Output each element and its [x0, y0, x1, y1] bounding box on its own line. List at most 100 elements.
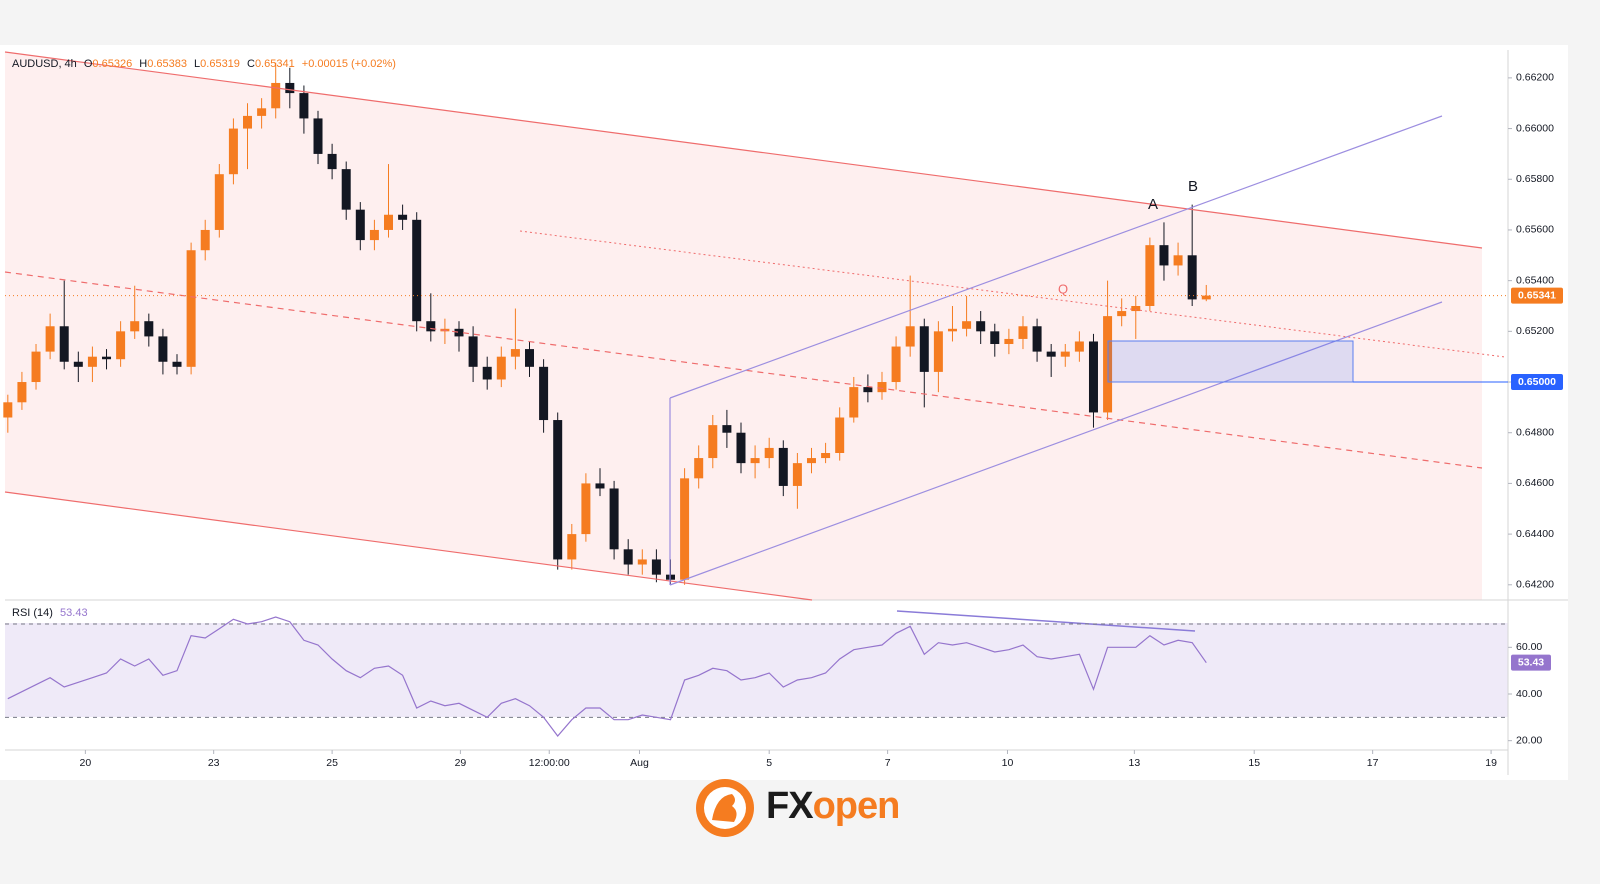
rising-channel-lower [669, 301, 1443, 586]
candles [3, 62, 1211, 585]
x-tick-label: 15 [1248, 757, 1260, 769]
y-tick-label: 0.66000 [1516, 122, 1554, 134]
candle-body [933, 331, 943, 372]
candle-body [990, 331, 1000, 345]
candle-body [158, 336, 168, 362]
y-tick-label: 0.65200 [1516, 325, 1554, 337]
candle-body [116, 331, 126, 360]
candle-body [623, 549, 633, 565]
rsi-value-tag-label: 53.43 [1518, 656, 1544, 668]
ohlc-value: 0.65319 [200, 58, 240, 70]
candle-body [792, 463, 802, 486]
candle-body [919, 326, 929, 372]
last-price-tag [1511, 287, 1563, 304]
symbol: AUDUSD, 4h [12, 58, 77, 70]
candle-body [398, 214, 408, 220]
candle-body [369, 229, 379, 241]
ohlc-value: 0.65326 [92, 58, 132, 70]
ohlc-label: C [247, 58, 255, 70]
y-tick-label: 0.65600 [1516, 224, 1554, 236]
candle-body [764, 447, 774, 459]
candle-body [144, 321, 154, 337]
candle-body [1074, 341, 1084, 352]
candle-body [1117, 311, 1127, 317]
ohlc-value: 0.65341 [255, 58, 295, 70]
x-tick-label: Aug [630, 757, 649, 769]
candle-body [722, 425, 732, 433]
candle-body [384, 214, 394, 230]
candle-body [243, 115, 253, 129]
level-label: 0.65000 [1518, 376, 1556, 388]
candle-body [3, 402, 13, 418]
candle-body [45, 326, 55, 352]
rsi-y-tick-label: 40.00 [1516, 688, 1542, 700]
drawings: A B Q [4, 51, 1506, 632]
candle-body [341, 169, 351, 210]
candle-body [412, 219, 422, 322]
candle-body [863, 387, 873, 393]
y-tick-label: 0.64600 [1516, 477, 1554, 489]
candle-body [214, 174, 224, 230]
candle-body [567, 534, 577, 560]
candle-body [1201, 295, 1211, 300]
candle-body [313, 118, 323, 154]
rsi-value-tag [1511, 654, 1551, 671]
candle-body [806, 458, 816, 464]
candle-body [510, 349, 520, 357]
rsi-y-tick-label: 20.00 [1516, 734, 1542, 746]
candle-body [821, 452, 831, 459]
x-tick-label: 12:00:00 [529, 757, 570, 769]
candle-body [609, 488, 619, 550]
candle-body [299, 93, 309, 119]
candle-body [1046, 351, 1056, 357]
x-tick-label: 20 [80, 757, 92, 769]
candle-body [680, 478, 690, 580]
y-tick-label: 0.65400 [1516, 274, 1554, 286]
y-tick-label: 0.64400 [1516, 528, 1554, 540]
candle-body [172, 361, 182, 367]
candle-body [454, 328, 464, 337]
candle-body [130, 321, 140, 332]
candle-body [835, 417, 845, 453]
logo-open: open [813, 785, 900, 827]
candle-body [1060, 351, 1070, 357]
candle-body [581, 483, 591, 535]
candle-body [1173, 255, 1183, 266]
candle-body [200, 229, 210, 251]
ohlc-value: 0.65383 [147, 58, 187, 70]
candle-body [891, 346, 901, 383]
candle-body [539, 366, 549, 421]
y-tick-label: 0.65800 [1516, 173, 1554, 185]
candle-body [736, 432, 746, 464]
candle-body [750, 458, 760, 464]
rsi-band-fill [5, 623, 1508, 717]
x-tick-label: 17 [1367, 757, 1379, 769]
candle-body [553, 420, 563, 560]
rsi-value: 53.43 [60, 607, 88, 619]
candle-body [59, 326, 69, 362]
candle-body [1018, 326, 1028, 339]
candle-body [1131, 305, 1141, 312]
candle-body [468, 336, 478, 367]
level-tag [1511, 374, 1563, 391]
candle-body [482, 366, 492, 380]
candle-body [651, 559, 661, 575]
candle-body [778, 447, 788, 486]
candle-body [694, 458, 704, 479]
ohlc-label: O [84, 58, 93, 70]
annotation-a: A [1148, 196, 1158, 213]
candle-body [1159, 245, 1169, 266]
x-tick-label: 25 [326, 757, 338, 769]
rsi-line [7, 616, 1207, 737]
candle-body [186, 250, 196, 367]
candle-body [285, 82, 295, 94]
annotation-b: B [1188, 178, 1198, 195]
change: +0.00015 (+0.02%) [302, 58, 396, 70]
candle-body [708, 425, 718, 459]
candle-body [595, 483, 605, 489]
candle-body [271, 82, 281, 109]
candle-body [1187, 255, 1197, 300]
rsi-y-tick-label: 60.00 [1516, 641, 1542, 653]
ohlc-label: H [139, 58, 147, 70]
